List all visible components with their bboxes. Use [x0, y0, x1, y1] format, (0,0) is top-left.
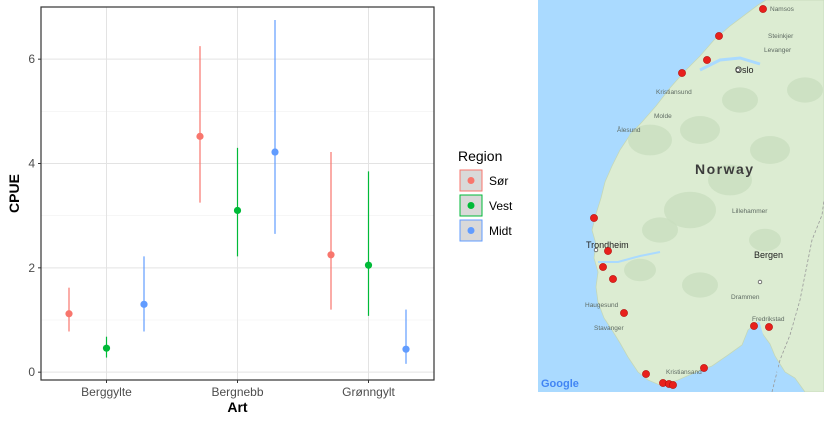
- city-dot: [593, 247, 599, 253]
- terrain-patch: [642, 217, 678, 243]
- map-place-label: Haugesund: [585, 302, 619, 309]
- map-city-label: Oslo: [735, 65, 754, 75]
- x-tick-label: Bergnebb: [211, 385, 263, 399]
- terrain-patch: [682, 272, 718, 298]
- legend-key-point: [467, 227, 475, 234]
- map-place-label: Stavanger: [594, 325, 624, 332]
- city-dot: [735, 67, 741, 73]
- map-place-label: Kristiansand: [666, 369, 702, 376]
- x-tick-label: Berggylte: [81, 385, 132, 399]
- map-city-label: Bergen: [754, 250, 783, 260]
- data-point: [327, 251, 335, 259]
- y-tick-label: 2: [28, 261, 35, 275]
- station-marker: [715, 32, 723, 40]
- trondheimsfjord: [699, 56, 761, 72]
- sognefjord: [598, 251, 661, 263]
- map-place-label: Molde: [654, 113, 672, 120]
- google-logo: Google: [541, 378, 579, 390]
- legend-label: Midt: [489, 224, 512, 238]
- terrain-patch: [722, 87, 758, 113]
- station-marker: [604, 247, 612, 255]
- map-place-label: Gothenburg: [784, 393, 819, 400]
- city-dot: [757, 279, 763, 285]
- data-point: [196, 132, 204, 140]
- station-marker: [750, 322, 758, 330]
- data-point: [102, 344, 111, 352]
- map-place-label: Steinkjer: [768, 33, 794, 40]
- terrain-patch: [664, 191, 716, 229]
- x-axis-title: Art: [227, 399, 248, 415]
- station-marker: [642, 370, 650, 378]
- station-marker: [765, 323, 773, 331]
- data-point: [402, 345, 410, 353]
- legend-key-point: [467, 202, 475, 209]
- station-marker: [599, 263, 607, 271]
- terrain-patch: [624, 258, 656, 282]
- map-place-label: Ålesund: [617, 125, 641, 134]
- data-point: [233, 206, 242, 215]
- cpue-plot: 0 2 4 6 Berggylte Bergnebb Grønngylt Art CPUE: [6, 6, 435, 415]
- terrain-patch: [680, 116, 720, 144]
- legend-label: Sør: [489, 174, 508, 188]
- series-2: [102, 147, 373, 358]
- y-tick-label: 0: [28, 365, 35, 379]
- terrain-patch: [787, 77, 823, 103]
- legend-key-point: [467, 177, 475, 184]
- station-marker: [700, 364, 708, 372]
- y-axis-title: CPUE: [6, 174, 22, 213]
- terrain-patch: [628, 124, 672, 156]
- oslofjord: [756, 321, 786, 385]
- map-place-label: Fredrikstad: [752, 316, 785, 323]
- terrain-patch: [708, 164, 752, 196]
- map-country-label: Norway: [695, 161, 755, 177]
- station-marker: [678, 69, 686, 77]
- station-marker: [590, 214, 598, 222]
- legend-item-1: Sør: [459, 169, 508, 192]
- terrain-patch: [749, 228, 781, 252]
- y-tick-label: 4: [28, 157, 35, 171]
- terrain-patch: [750, 136, 790, 164]
- legend-title: Region: [458, 148, 502, 164]
- data-point: [364, 261, 373, 269]
- legend-item-2: Vest: [459, 194, 513, 217]
- map-place-label: Lillehammer: [732, 208, 768, 215]
- land: [591, 0, 824, 392]
- map-place-label: Namsos: [770, 6, 795, 13]
- station-marker: [703, 56, 711, 64]
- region-legend: Region Sør Vest Midt: [458, 148, 513, 242]
- x-tick-label: Grønngylt: [342, 385, 395, 399]
- data-point: [140, 300, 148, 308]
- series-1: [65, 46, 335, 332]
- map-city-label: Trondheim: [586, 240, 629, 250]
- map-view: Oslo Bergen Trondheim Drammen Stavanger Hauge…: [538, 0, 824, 400]
- legend-label: Vest: [489, 199, 513, 213]
- map-place-label: Kristiansund: [656, 89, 692, 96]
- y-tick-label: 6: [28, 52, 35, 66]
- station-marker: [669, 381, 677, 389]
- data-point: [271, 148, 279, 156]
- station-marker: [759, 5, 767, 13]
- map-place-label: Levanger: [764, 47, 792, 54]
- series-3: [140, 20, 410, 364]
- border-line: [771, 199, 824, 392]
- station-marker: [609, 275, 617, 283]
- legend-item-3: Midt: [459, 219, 512, 242]
- map-panel: Oslo Bergen Trondheim Drammen Stavanger Hauge…: [538, 0, 824, 400]
- station-marker: [620, 309, 628, 317]
- data-point: [65, 310, 73, 318]
- map-place-label: Drammen: [731, 294, 760, 301]
